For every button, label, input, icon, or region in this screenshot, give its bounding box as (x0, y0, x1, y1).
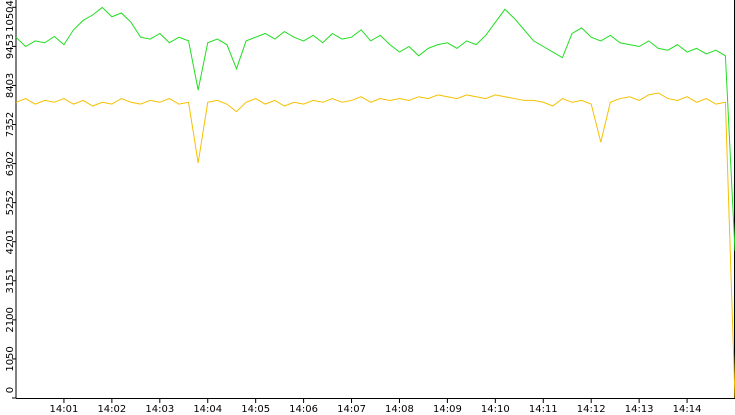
x-tick-label: 14:13 (625, 404, 654, 415)
y-tick-label: 5252 (5, 190, 16, 215)
x-tick-label: 14:09 (433, 404, 462, 415)
y-tick-label: 1050 (5, 346, 16, 371)
x-tick-label: 14:08 (385, 404, 414, 415)
y-tick-label: 9453 (5, 34, 16, 59)
x-tick-label: 14:03 (145, 404, 174, 415)
y-tick-label: 4201 (5, 229, 16, 254)
x-tick-label: 14:05 (241, 404, 270, 415)
x-tick-label: 14:06 (289, 404, 318, 415)
x-tick-label: 14:10 (481, 404, 510, 415)
y-tick-label: 0 (5, 387, 16, 393)
series-line (15, 6, 735, 252)
x-tick-label: 14:07 (337, 404, 366, 415)
y-tick-label: 8403 (5, 73, 16, 98)
y-tick-label: 6302 (5, 151, 16, 176)
x-tick-label: 14:14 (673, 404, 702, 415)
y-tick-label: 2100 (5, 307, 16, 332)
x-tick-label: 14:12 (577, 404, 606, 415)
x-tick-label: 14:11 (529, 404, 558, 415)
y-tick-label: 3151 (5, 268, 16, 293)
x-tick-label: 14:02 (97, 404, 126, 415)
y-tick-label: 7352 (5, 112, 16, 137)
y-tick-label: 10504 (5, 0, 16, 32)
x-tick-label: 14:04 (193, 404, 222, 415)
x-tick-label: 14:01 (50, 404, 79, 415)
series-line (15, 92, 735, 399)
